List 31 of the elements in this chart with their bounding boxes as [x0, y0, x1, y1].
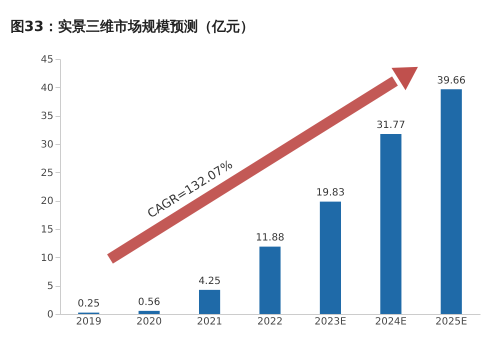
y-tick-label: 25	[40, 168, 54, 179]
y-tick-label: 15	[40, 224, 54, 236]
data-label: 0.25	[78, 298, 100, 310]
bar	[380, 134, 402, 314]
x-tick-label: 2019	[76, 316, 102, 328]
x-tick-label: 2025E	[435, 316, 468, 328]
y-tick-label: 20	[40, 196, 54, 208]
data-label: 11.88	[256, 232, 284, 244]
y-tick-label: 40	[40, 82, 54, 94]
bar	[440, 89, 462, 314]
y-tick-label: 35	[40, 111, 54, 122]
chart-title: 图33：实景三维市场规模预测（亿元）	[10, 18, 254, 35]
x-tick-label: 2021	[196, 316, 222, 328]
data-label: 39.66	[436, 75, 466, 86]
data-label: 4.25	[198, 276, 221, 287]
data-label: 0.56	[138, 296, 160, 308]
x-tick-label: 2023E	[314, 316, 346, 328]
bar	[198, 290, 220, 314]
y-tick-label: 45	[40, 54, 54, 66]
bar	[259, 246, 281, 314]
bar	[138, 310, 160, 314]
x-tick-label: 2020	[136, 316, 162, 328]
bar	[320, 202, 342, 314]
y-tick-label: 5	[47, 281, 54, 292]
y-tick-label: 0	[47, 310, 54, 320]
x-tick-label: 2024E	[374, 316, 407, 328]
x-tick-label: 2022	[257, 316, 283, 328]
y-tick-label: 10	[40, 252, 54, 264]
y-tick-label: 30	[40, 140, 54, 150]
data-label: 19.83	[316, 188, 345, 199]
data-label: 31.77	[376, 120, 406, 131]
